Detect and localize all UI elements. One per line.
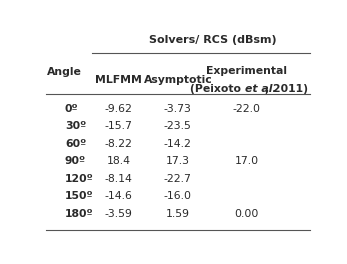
Text: 150º: 150º (65, 191, 93, 201)
Text: Asymptotic: Asymptotic (143, 76, 212, 86)
Text: -14.2: -14.2 (164, 139, 192, 149)
Text: -15.7: -15.7 (105, 121, 133, 131)
Text: Experimental: Experimental (206, 66, 287, 76)
Text: 18.4: 18.4 (107, 156, 131, 166)
Text: -8.22: -8.22 (105, 139, 133, 149)
Text: 180º: 180º (65, 209, 93, 219)
Text: -3.73: -3.73 (164, 104, 192, 114)
Text: Angle: Angle (48, 67, 82, 77)
Text: -22.0: -22.0 (232, 104, 260, 114)
Text: 1.59: 1.59 (166, 209, 190, 219)
Text: -8.14: -8.14 (105, 174, 133, 184)
Text: 90º: 90º (65, 156, 86, 166)
Text: MLFMM: MLFMM (95, 76, 142, 86)
Text: (Peixoto: (Peixoto (190, 84, 245, 94)
Text: 0º: 0º (65, 104, 78, 114)
Text: -9.62: -9.62 (105, 104, 133, 114)
Text: Solvers/ RCS (dBsm): Solvers/ RCS (dBsm) (149, 35, 277, 45)
Text: -14.6: -14.6 (105, 191, 133, 201)
Text: 30º: 30º (65, 121, 86, 131)
Text: 60º: 60º (65, 139, 86, 149)
Text: et al.: et al. (245, 84, 277, 94)
Text: -16.0: -16.0 (164, 191, 192, 201)
Text: -3.59: -3.59 (105, 209, 133, 219)
Text: 120º: 120º (65, 174, 94, 184)
Text: -23.5: -23.5 (164, 121, 192, 131)
Text: , 2011): , 2011) (265, 84, 308, 94)
Text: 17.3: 17.3 (166, 156, 190, 166)
Text: 17.0: 17.0 (234, 156, 259, 166)
Text: -22.7: -22.7 (164, 174, 192, 184)
Text: 0.00: 0.00 (234, 209, 259, 219)
